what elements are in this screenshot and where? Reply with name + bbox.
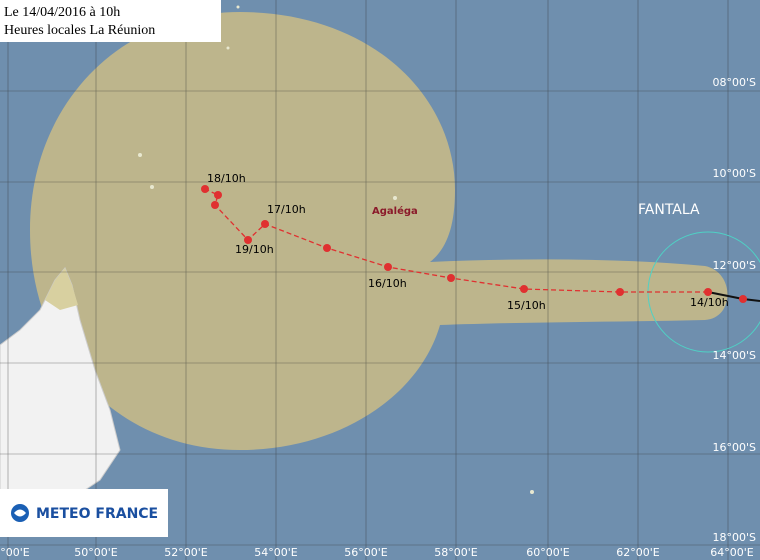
lon-label: 60°00'E <box>526 546 570 559</box>
track-label: 18/10h <box>207 172 246 185</box>
lon-label: 64°00'E <box>710 546 754 559</box>
lon-label: 58°00'E <box>434 546 478 559</box>
lat-label: 14°00'S <box>712 349 756 362</box>
lon-label: 50°00'E <box>74 546 118 559</box>
lon-label: 54°00'E <box>254 546 298 559</box>
islands <box>138 5 534 494</box>
lon-label: 52°00'E <box>164 546 208 559</box>
header-timezone: Heures locales La Réunion <box>4 23 155 38</box>
forecast-cone <box>30 12 728 450</box>
latitude-labels: 08°00'S 10°00'S 12°00'S 14°00'S 16°00'S … <box>712 76 756 544</box>
lat-label: 18°00'S <box>712 531 756 544</box>
track-points <box>201 185 747 303</box>
madagascar-north <box>45 268 78 310</box>
lon-label: 48°00'E <box>0 546 30 559</box>
track-label: 19/10h <box>235 243 274 256</box>
header-box <box>0 0 221 42</box>
logo-icon-detail <box>14 509 26 517</box>
header-date: Le 14/04/2016 à 10h <box>4 5 120 20</box>
lon-label: 56°00'E <box>344 546 388 559</box>
logo-text: METEO FRANCE <box>36 506 158 522</box>
lat-label: 12°00'S <box>712 259 756 272</box>
lat-label: 08°00'S <box>712 76 756 89</box>
lat-label: 10°00'S <box>712 167 756 180</box>
lat-label: 16°00'S <box>712 441 756 454</box>
storm-name: FANTALA <box>638 202 700 218</box>
track-label: 17/10h <box>267 203 306 216</box>
track-label: 15/10h <box>507 299 546 312</box>
track-label: 16/10h <box>368 277 407 290</box>
place-label: Agaléga <box>372 205 418 217</box>
lon-label: 62°00'E <box>616 546 660 559</box>
longitude-labels: 48°00'E 50°00'E 52°00'E 54°00'E 56°00'E … <box>0 546 754 559</box>
track-label: 14/10h <box>690 296 729 309</box>
